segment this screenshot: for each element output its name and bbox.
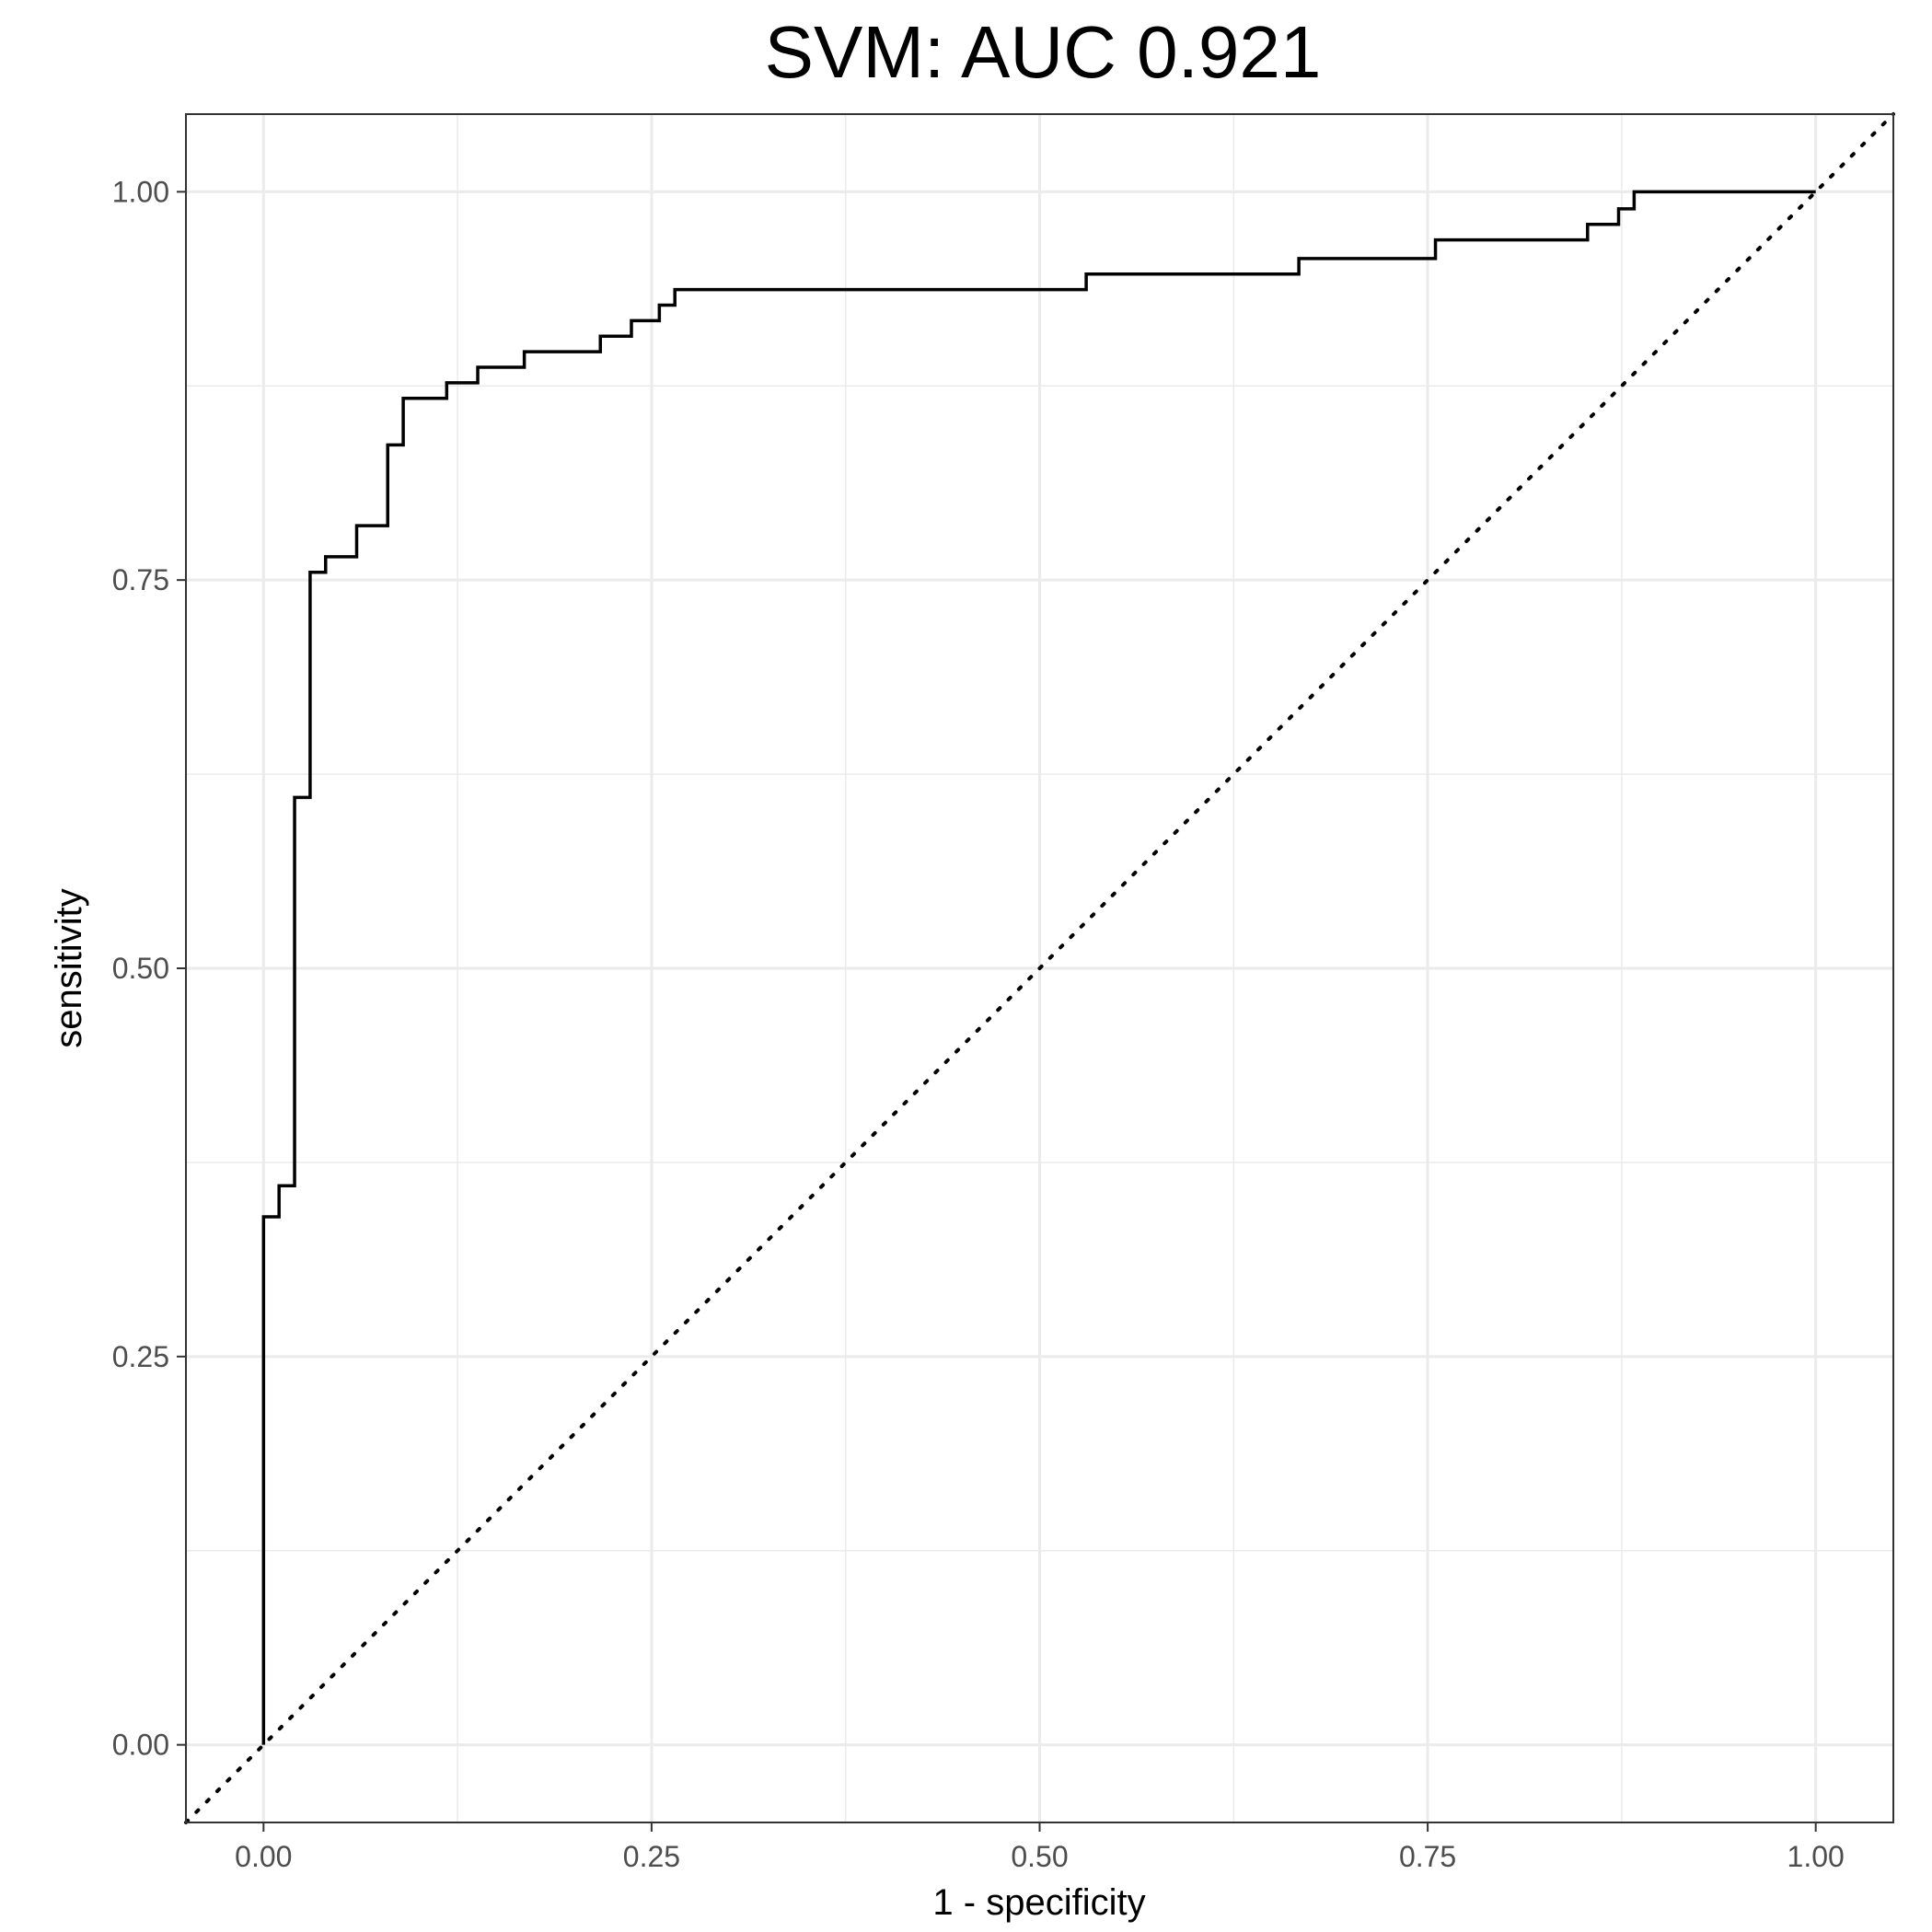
y-axis: 0.00 0.25 0.50 0.75 1.00: [112, 175, 186, 1762]
y-tick-label: 0.00: [112, 1729, 169, 1762]
roc-curve-line: [261, 190, 1816, 1745]
y-tick-label: 0.75: [112, 563, 169, 596]
x-tick-label: 0.25: [623, 1840, 680, 1873]
y-tick-label: 1.00: [112, 175, 169, 208]
x-tick-label: 0.00: [235, 1840, 292, 1873]
y-tick-label: 0.50: [112, 952, 169, 985]
reference-diagonal-line: [184, 112, 1895, 1824]
y-axis-title: sensitivity: [49, 888, 89, 1047]
x-tick-label: 1.00: [1787, 1840, 1845, 1873]
chart-title: SVM: AUC 0.921: [765, 11, 1322, 93]
x-axis: 0.00 0.25 0.50 0.75 1.00: [235, 1822, 1845, 1873]
plot-area: [184, 112, 1895, 1824]
y-tick-label: 0.25: [112, 1340, 169, 1373]
x-tick-label: 0.50: [1011, 1840, 1068, 1873]
x-axis-title: 1 - specificity: [932, 1882, 1145, 1923]
x-tick-label: 0.75: [1399, 1840, 1456, 1873]
